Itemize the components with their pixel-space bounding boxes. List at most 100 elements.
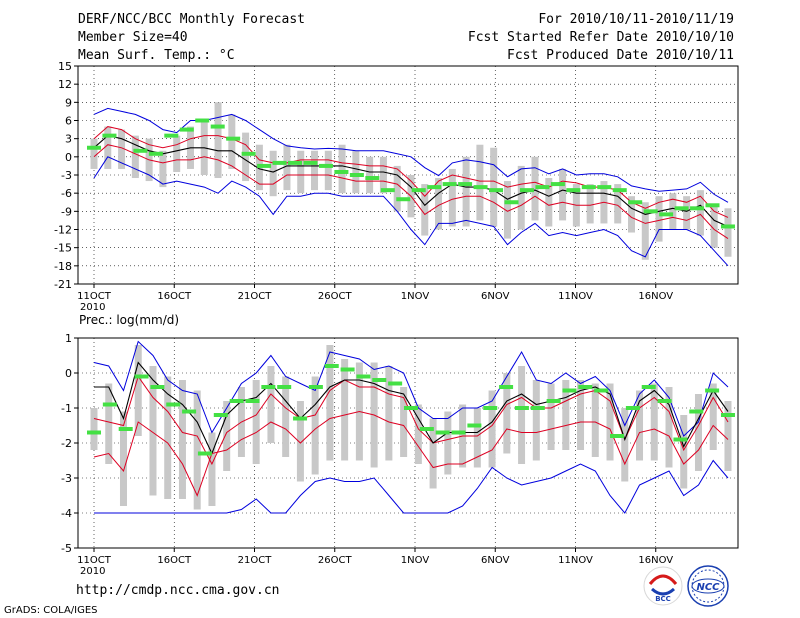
x-tick-label: 1NOV — [401, 555, 430, 566]
spread-box — [326, 345, 334, 461]
x-tick-label: 6NOV — [481, 555, 510, 566]
spread-box — [710, 205, 718, 248]
observed-mark — [102, 402, 117, 407]
spread-box — [385, 366, 393, 461]
spread-box — [435, 178, 443, 230]
spread-box — [178, 380, 186, 499]
spread-box — [694, 394, 702, 471]
observed-mark — [519, 188, 534, 193]
bcc-logo: BCC — [643, 566, 683, 606]
observed-mark — [164, 133, 179, 138]
year-label: 2010 — [80, 566, 105, 577]
observed-mark — [566, 188, 581, 193]
observed-mark — [148, 151, 163, 156]
spread-box — [214, 102, 222, 179]
observed-mark — [594, 388, 609, 393]
y-tick-label: -12 — [54, 224, 72, 237]
spread-box — [545, 178, 553, 227]
spread-box — [650, 383, 658, 461]
observed-mark — [261, 385, 276, 389]
spread-box — [636, 390, 644, 461]
spread-box — [547, 383, 555, 450]
spread-box — [473, 408, 481, 468]
observed-mark — [372, 378, 387, 382]
spread-box — [490, 147, 498, 227]
member-size: Member Size=40 — [78, 30, 188, 45]
observed-mark — [403, 406, 418, 410]
spread-box — [119, 411, 127, 506]
temp-variable-label: Mean Surf. Temp.: °C — [78, 48, 235, 63]
spread-box — [338, 144, 346, 194]
spread-box — [104, 126, 112, 169]
spread-box — [577, 380, 585, 450]
observed-mark — [442, 182, 457, 187]
observed-mark — [356, 374, 371, 379]
spread-box — [503, 181, 511, 239]
bcc-logo-text: BCC — [655, 595, 671, 603]
observed-mark — [562, 388, 577, 393]
spread-box — [324, 150, 332, 191]
observed-mark — [166, 402, 181, 407]
y-tick-label: -4 — [61, 507, 72, 520]
spread-box — [311, 150, 319, 191]
y-tick-label: -2 — [61, 437, 72, 450]
observed-mark — [641, 385, 656, 389]
observed-mark — [245, 399, 260, 403]
spread-box — [591, 383, 599, 457]
plot-frame — [77, 65, 739, 285]
y-tick-label: -21 — [54, 278, 72, 291]
series-min — [93, 156, 729, 267]
spread-box — [531, 156, 539, 221]
spread-box — [90, 138, 98, 169]
spread-box — [448, 168, 456, 227]
spread-box — [655, 196, 663, 242]
observed-mark — [550, 182, 565, 187]
panel-1: 1 0 -1 -2 -3 -4 -5 11OCT 16OCT 21OCT 26OCT 1NOV 6NOV… — [61, 332, 739, 577]
observed-mark — [473, 185, 488, 190]
spread-box — [282, 376, 290, 457]
observed-mark — [720, 224, 735, 229]
fcst-started-date: Fcst Started Refer Date 2010/10/10 — [467, 30, 734, 45]
y-tick-label: 6 — [65, 115, 72, 128]
spread-box — [559, 168, 567, 221]
footer-url[interactable]: http://cmdp.ncc.cma.gov.cn — [76, 583, 280, 598]
y-tick-label: 0 — [65, 367, 72, 380]
observed-mark — [182, 409, 197, 414]
panel-0: 15 12 9 6 3 0 -3 -6 -9 -12 -15 -18 -21 11OCT 16OCT 21OC… — [54, 60, 739, 313]
spread-box — [90, 408, 98, 450]
x-tick-label: 26OCT — [318, 555, 353, 566]
spread-box — [296, 401, 304, 482]
observed-mark — [195, 118, 210, 123]
observed-mark — [303, 160, 318, 165]
grads-credit: GrADS: COLA/IGES — [4, 605, 98, 616]
observed-mark — [388, 381, 403, 386]
series-min — [94, 459, 729, 514]
spread-box — [242, 132, 250, 182]
spread-box — [118, 129, 126, 169]
observed-mark — [483, 406, 498, 410]
x-tick-label: 11OCT — [77, 555, 112, 566]
spread-box — [252, 380, 260, 464]
observed-mark — [530, 406, 545, 410]
observed-mark — [535, 185, 550, 190]
chart-title: DERF/NCC/BCC Monthly Forecast — [78, 12, 305, 27]
spread-box — [518, 366, 526, 464]
spread-box — [228, 114, 236, 169]
spread-box — [297, 150, 305, 194]
spread-box — [669, 193, 677, 230]
spread-box — [379, 156, 387, 194]
spread-box — [665, 387, 673, 468]
observed-mark — [380, 188, 395, 193]
observed-mark — [334, 169, 349, 174]
spread-box — [400, 387, 408, 457]
observed-mark — [514, 406, 529, 410]
series-lower — [93, 144, 729, 240]
spread-box — [149, 366, 157, 496]
observed-mark — [673, 437, 688, 442]
spread-box — [503, 373, 511, 454]
x-tick-label: 26OCT — [318, 291, 353, 302]
observed-mark — [229, 399, 244, 403]
observed-mark — [324, 364, 339, 368]
spread-box — [341, 359, 349, 461]
observed-mark — [318, 163, 333, 168]
